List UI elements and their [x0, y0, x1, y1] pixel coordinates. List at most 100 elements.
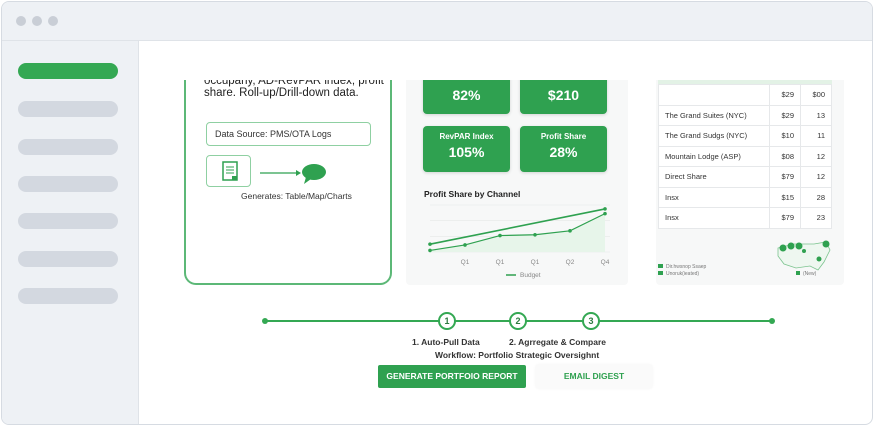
table-cell: $29: [769, 104, 801, 126]
table-header-row[interactable]: $29 $00: [658, 84, 832, 106]
map-legend-2: Unoruk(ieated): [658, 271, 699, 277]
kpi-value: 28%: [549, 144, 578, 160]
kpi-value: $210: [547, 87, 580, 103]
legend-text: (New): [803, 271, 817, 277]
window-dot-minimize[interactable]: [32, 16, 42, 26]
table-cell: The Grand Sudgs (NYC): [658, 125, 770, 147]
kpi-revpar-index[interactable]: RevPAR Index 105%: [423, 126, 510, 172]
email-digest-button[interactable]: EMAIL DIGEST: [536, 365, 652, 388]
table-cell: Direct Share: [658, 166, 770, 188]
legend-text: Dir.hwsnop Ssaep: [666, 264, 707, 270]
data-source-box: Data Source: PMS/OTA Logs: [206, 122, 371, 146]
chat-bubble-icon: [302, 164, 326, 184]
table-row[interactable]: Direct Share $79 12: [658, 166, 832, 188]
sidebar-item-6[interactable]: [18, 251, 118, 267]
document-icon: [222, 161, 238, 181]
legend-label: Budget: [520, 272, 541, 279]
table-cell: $10: [769, 125, 801, 147]
generate-report-button[interactable]: GENERATE PORTFOIO REPORT: [378, 365, 526, 388]
series-line-1: [429, 213, 606, 252]
table-cell: Mountain Lodge (ASP): [658, 145, 770, 167]
data-point[interactable]: [603, 211, 607, 216]
table-cell: 23: [800, 207, 832, 229]
sidebar-item-2[interactable]: [18, 101, 118, 117]
sidebar: [2, 41, 139, 424]
table-cell: $08: [769, 145, 801, 167]
workflow-step-2[interactable]: 2: [509, 312, 527, 330]
workflow-end-dot: [769, 318, 775, 324]
title-bar: [2, 2, 872, 41]
workflow-start-dot: [262, 318, 268, 324]
budget-area: [430, 213, 605, 252]
table-cell: 28: [800, 186, 832, 208]
profit-share-chart: Q1 Q1 Q1 Q2 Q4 Budget: [428, 204, 610, 279]
table-cell: The Grand Suites (NYC): [658, 104, 770, 126]
workflow-step-1[interactable]: 1: [438, 312, 456, 330]
sidebar-item-4[interactable]: [18, 176, 118, 192]
info-card: [184, 80, 392, 285]
window-dot-maximize[interactable]: [48, 16, 58, 26]
table-row[interactable]: Mountain Lodge (ASP) $08 12: [658, 145, 832, 167]
table-header-strip: [658, 80, 832, 84]
step-label-1: 1. Auto-Pull Data: [412, 337, 480, 347]
x-tick-label: Q1: [496, 259, 505, 266]
chart-title: Profit Share by Channel: [424, 189, 521, 199]
table-cell: $79: [769, 207, 801, 229]
portfolio-table: $29 $00 The Grand Suites (NYC) $29 13 The Gra…: [658, 84, 832, 229]
step-label-2: 2. Agrregate & Compare: [509, 337, 606, 347]
table-cell: Insx: [658, 186, 770, 208]
sidebar-item-7[interactable]: [18, 288, 118, 304]
data-point[interactable]: [428, 242, 432, 246]
x-tick-label: Q1: [461, 259, 470, 266]
table-row[interactable]: Insx $15 28: [658, 186, 832, 208]
x-tick-label: Q2: [566, 259, 575, 266]
table-cell: 12: [800, 145, 832, 167]
sidebar-item-3[interactable]: [18, 139, 118, 155]
table-row[interactable]: The Grand Suites (NYC) $29 13: [658, 104, 832, 126]
kpi-label: RevPAR Index: [439, 132, 494, 141]
map-legend-1: Dir.hwsnop Ssaep: [658, 264, 706, 270]
kpi-label: Profit Share: [540, 132, 587, 141]
data-point[interactable]: [603, 207, 607, 211]
map-legend-3: (New): [796, 271, 816, 277]
card-description-1: occupany, AD-RevPAR index, profit: [204, 80, 384, 87]
x-tick-label: Q1: [531, 259, 540, 266]
workflow-step-3[interactable]: 3: [582, 312, 600, 330]
data-point[interactable]: [428, 248, 432, 253]
kpi-profit-share[interactable]: Profit Share 28%: [520, 126, 607, 172]
card-description-2: share. Roll-up/Drill-down data.: [204, 87, 359, 99]
data-point[interactable]: [463, 243, 467, 247]
workflow-title: Workflow: Portfolio Strategic Oversighnt: [435, 350, 600, 360]
document-box: [206, 155, 251, 187]
table-row[interactable]: Insx $79 23: [658, 207, 832, 229]
sidebar-item-1[interactable]: [18, 63, 118, 79]
map-pin-icon: [779, 240, 830, 262]
kpi-value: 105%: [448, 144, 485, 160]
table-cell: 13: [800, 104, 832, 126]
table-cell: 12: [800, 166, 832, 188]
generates-label: Generates: Table/Map/Charts: [241, 191, 352, 201]
data-point[interactable]: [533, 232, 537, 237]
table-cell: Insx: [658, 207, 770, 229]
table-cell: $29: [769, 84, 801, 106]
x-tick-label: Q4: [601, 259, 610, 266]
us-map[interactable]: [774, 238, 834, 278]
data-point[interactable]: [498, 233, 502, 238]
table-row[interactable]: The Grand Sudgs (NYC) $10 11: [658, 125, 832, 147]
window-dot-close[interactable]: [16, 16, 26, 26]
kpi-occupancy[interactable]: 82%: [423, 80, 510, 114]
main-content: occupany, AD-RevPAR index, profit share.…: [140, 80, 872, 424]
table-cell: $15: [769, 186, 801, 208]
table-cell: [658, 84, 770, 106]
legend-text: Unoruk(ieated): [666, 271, 700, 277]
kpi-value: 82%: [452, 87, 481, 103]
sidebar-item-5[interactable]: [18, 213, 118, 229]
series-line-0: [429, 208, 606, 245]
arrow-to-chat: [260, 164, 326, 184]
table-cell: $00: [800, 84, 832, 106]
kpi-adr[interactable]: $210: [520, 80, 607, 114]
table-cell: $79: [769, 166, 801, 188]
table-cell: 11: [800, 125, 832, 147]
data-point[interactable]: [568, 229, 572, 233]
